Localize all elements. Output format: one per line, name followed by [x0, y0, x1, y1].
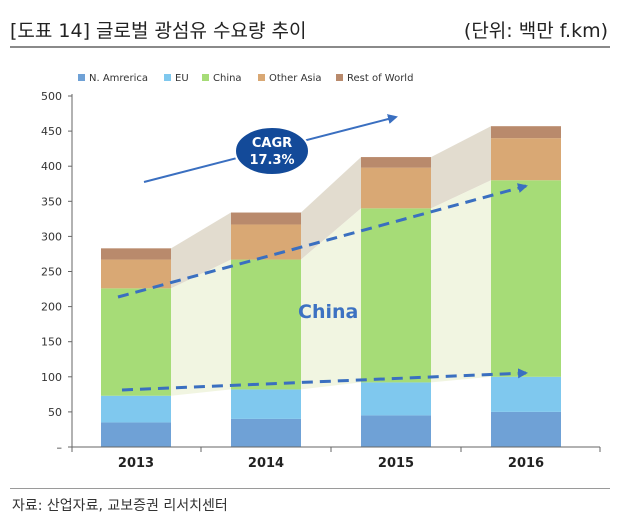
bar-segment-2013-other-asia: [101, 259, 171, 289]
bar-segment-2015-eu: [361, 382, 431, 416]
legend-label: Other Asia: [269, 73, 322, 84]
y-tick-label: 500: [41, 90, 62, 103]
bar-segment-2014-n-amrerica: [231, 418, 301, 447]
bar-segment-2013-china: [101, 288, 171, 396]
bar-segment-2016-china: [491, 180, 561, 377]
bar-segment-2015-china: [361, 208, 431, 383]
y-tick-label: 450: [41, 125, 62, 138]
cagr-title: CAGR: [252, 136, 292, 151]
china-trend-arrow: [117, 183, 528, 299]
source-note: 자료: 산업자료, 교보증권 리서치센터: [12, 498, 228, 514]
china-label: China: [298, 301, 358, 323]
x-tick-label: 2016: [508, 456, 544, 471]
x-tick-label: 2013: [118, 456, 154, 471]
annotations: CAGR 17.3% China: [117, 114, 528, 392]
bar-segment-2016-n-amrerica: [491, 411, 561, 447]
chart-title: [도표 14] 글로벌 광섬유 수요량 추이: [10, 20, 307, 42]
bar-segment-2014-other-asia: [231, 224, 301, 260]
legend-swatch: [202, 74, 209, 81]
y-tick-label: 250: [41, 266, 62, 279]
china-trend-band: [301, 208, 361, 390]
legend-swatch: [258, 74, 265, 81]
bar-segment-2013-n-amrerica: [101, 422, 171, 447]
y-tick-label: 300: [41, 230, 62, 243]
y-tick-label: 200: [41, 301, 62, 314]
y-tick-label: –: [57, 441, 63, 454]
bar-segment-2015-n-amrerica: [361, 415, 431, 447]
bar-segment-2014-rest-of-world: [231, 212, 301, 225]
x-tick-label: 2014: [248, 456, 284, 471]
legend-swatch: [78, 74, 85, 81]
x-tick-label: 2015: [378, 456, 414, 471]
upper-trend-band: [301, 157, 361, 260]
y-tick-label: 150: [41, 336, 62, 349]
legend-label: Rest of World: [347, 73, 413, 84]
y-tick-label: 50: [48, 406, 62, 419]
bar-segment-2014-eu: [231, 389, 301, 419]
y-tick-label: 100: [41, 371, 62, 384]
cagr-value: 17.3%: [249, 153, 294, 168]
bar-segment-2016-other-asia: [491, 138, 561, 181]
bar-segment-2014-china: [231, 259, 301, 390]
legend-label: N. Amrerica: [89, 73, 148, 84]
legend: N. Amrerica EU China Other Asia Rest of Worl…: [78, 73, 413, 84]
cagr-bubble: [234, 126, 310, 176]
bar-segment-2015-other-asia: [361, 167, 431, 209]
china-trend-band: [431, 180, 491, 383]
bar-segment-2016-eu: [491, 376, 561, 412]
eu-trend-arrow: [121, 368, 528, 392]
unit-label: (단위: 백만 f.km): [463, 20, 608, 42]
legend-label: China: [213, 73, 242, 84]
footer: 자료: 산업자료, 교보증권 리서치센터: [10, 488, 610, 514]
bar-segment-2016-rest-of-world: [491, 126, 561, 139]
y-tick-label: 400: [41, 160, 62, 173]
legend-label: EU: [175, 73, 189, 84]
legend-swatch: [336, 74, 343, 81]
header: [도표 14] 글로벌 광섬유 수요량 추이 (단위: 백만 f.km): [10, 8, 610, 48]
upper-trend-band: [171, 212, 231, 289]
y-tick-label: 350: [41, 195, 62, 208]
upper-trend-band: [431, 126, 491, 209]
bar-segment-2015-rest-of-world: [361, 157, 431, 168]
china-trend-band: [171, 259, 231, 396]
stacked-bar-chart: – 50 100 150 200 250 300 350 400 450 500 2013 2014 20…: [41, 73, 601, 471]
bar-segment-2013-eu: [101, 395, 171, 423]
bar-segment-2013-rest-of-world: [101, 248, 171, 260]
legend-swatch: [164, 74, 171, 81]
